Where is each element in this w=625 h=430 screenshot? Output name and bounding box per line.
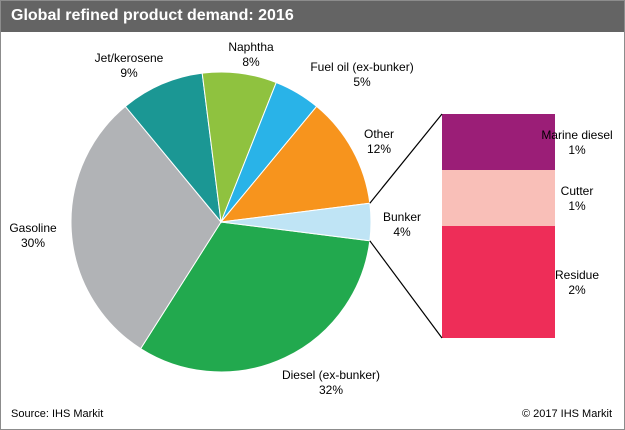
chart-title: Global refined product demand: 2016 bbox=[11, 7, 294, 24]
pie-value-other: 12% bbox=[367, 142, 391, 156]
bar-segment-cutter bbox=[442, 170, 555, 226]
connector-line-bottom bbox=[369, 240, 443, 339]
pie-label-other: Other bbox=[364, 127, 394, 141]
pie-slice-bunker bbox=[220, 202, 372, 242]
bar-segment-residue bbox=[442, 226, 555, 338]
source-note: Source: IHS Markit bbox=[11, 408, 104, 420]
pie-label-naphtha: Naphtha bbox=[228, 40, 274, 54]
pie-value-fuel-oil-ex-bunker: 5% bbox=[353, 75, 371, 89]
pie-label-diesel-ex-bunker: Diesel (ex-bunker) bbox=[282, 368, 380, 382]
bar-value-marine-diesel: 1% bbox=[568, 143, 586, 157]
pie-slice-gasoline bbox=[70, 105, 222, 350]
pie-value-bunker: 4% bbox=[393, 225, 411, 239]
bar-value-cutter: 1% bbox=[568, 199, 586, 213]
bar-segment-marine-diesel bbox=[442, 114, 555, 170]
pie-value-naphtha: 8% bbox=[242, 55, 260, 69]
bar-label-cutter: Cutter bbox=[561, 184, 594, 198]
pie-slice-jet-kerosene bbox=[124, 72, 222, 224]
pie-value-gasoline: 30% bbox=[21, 236, 45, 250]
bar-value-residue: 2% bbox=[568, 283, 586, 297]
pie-label-fuel-oil-ex-bunker: Fuel oil (ex-bunker) bbox=[310, 60, 413, 74]
pie-label-jet-kerosene: Jet/kerosene bbox=[95, 51, 164, 65]
pie-value-diesel-ex-bunker: 32% bbox=[319, 383, 343, 397]
pie-label-bunker: Bunker bbox=[383, 210, 421, 224]
pie-label-gasoline: Gasoline bbox=[9, 221, 57, 235]
pie-slice-other bbox=[219, 105, 371, 223]
connector-line-top bbox=[369, 113, 443, 204]
pie-value-jet-kerosene: 9% bbox=[120, 66, 138, 80]
pie-slice-diesel-ex-bunker bbox=[139, 221, 371, 373]
title-bar: Global refined product demand: 2016 bbox=[1, 1, 624, 32]
bar-label-marine-diesel: Marine diesel bbox=[541, 128, 612, 142]
copyright-note: © 2017 IHS Markit bbox=[521, 408, 612, 420]
bar-label-residue: Residue bbox=[555, 268, 599, 282]
